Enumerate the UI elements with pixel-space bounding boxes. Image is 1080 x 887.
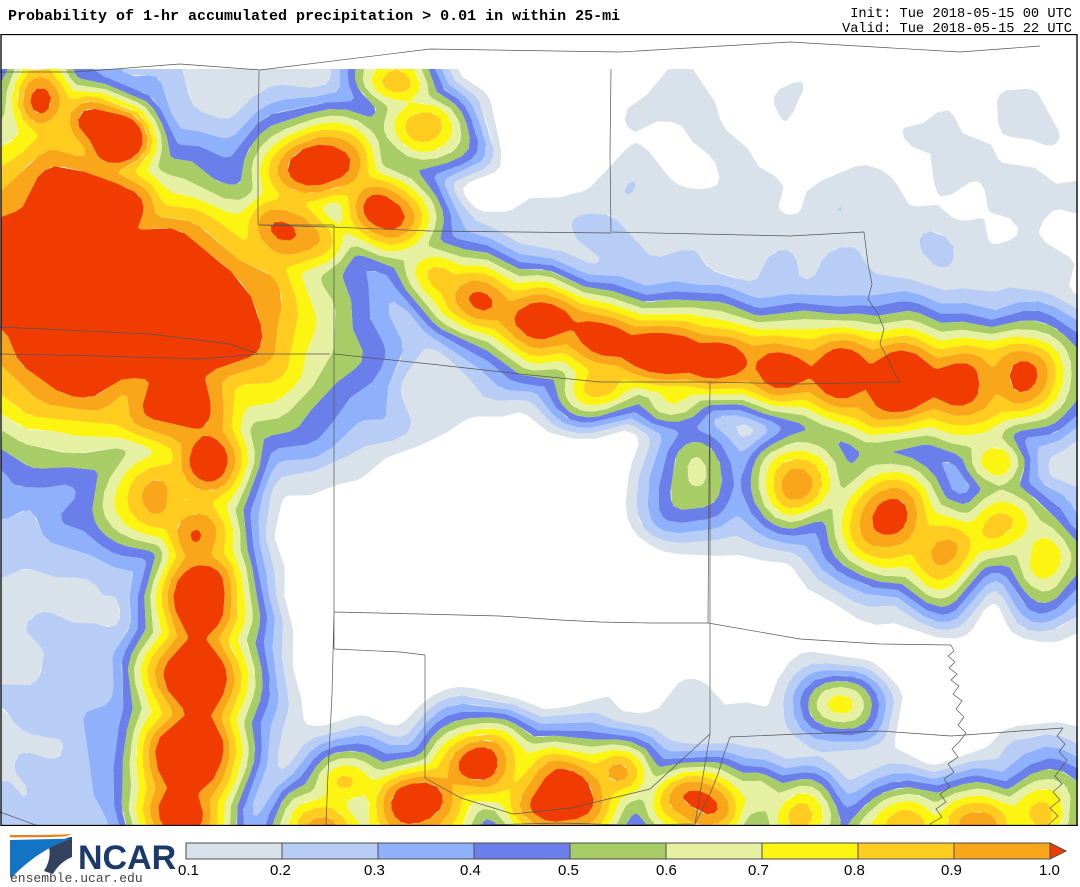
svg-text:ensemble.ucar.edu: ensemble.ucar.edu xyxy=(10,871,143,884)
